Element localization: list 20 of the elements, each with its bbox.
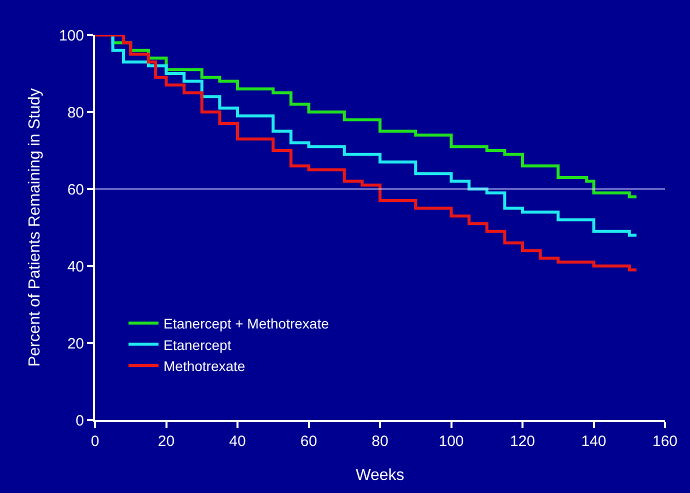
y-tick-label: 20 (67, 335, 84, 352)
y-tick-label: 100 (58, 27, 84, 44)
x-tick-label: 20 (158, 433, 175, 450)
x-tick-label: 120 (510, 433, 536, 450)
y-tick-label: 80 (67, 104, 84, 122)
x-tick-label: 160 (652, 433, 678, 450)
y-tick-label: 60 (67, 181, 84, 198)
x-axis-title: Weeks (356, 467, 404, 484)
y-tick-label: 0 (76, 412, 84, 430)
legend-label: Etanercept + Methotrexate (164, 316, 330, 332)
legend-label: Etanercept (164, 336, 232, 353)
y-tick-label: 40 (67, 258, 84, 276)
x-tick-label: 0 (90, 433, 100, 450)
legend-label: Methotrexate (164, 358, 246, 374)
y-axis-title: Percent of Patients Remaining in Study (26, 88, 44, 367)
x-tick-label: 60 (300, 433, 318, 450)
x-tick-label: 140 (581, 433, 606, 450)
x-tick-label: 40 (229, 433, 246, 450)
x-tick-label: 100 (438, 433, 464, 450)
x-tick-label: 80 (372, 433, 388, 450)
